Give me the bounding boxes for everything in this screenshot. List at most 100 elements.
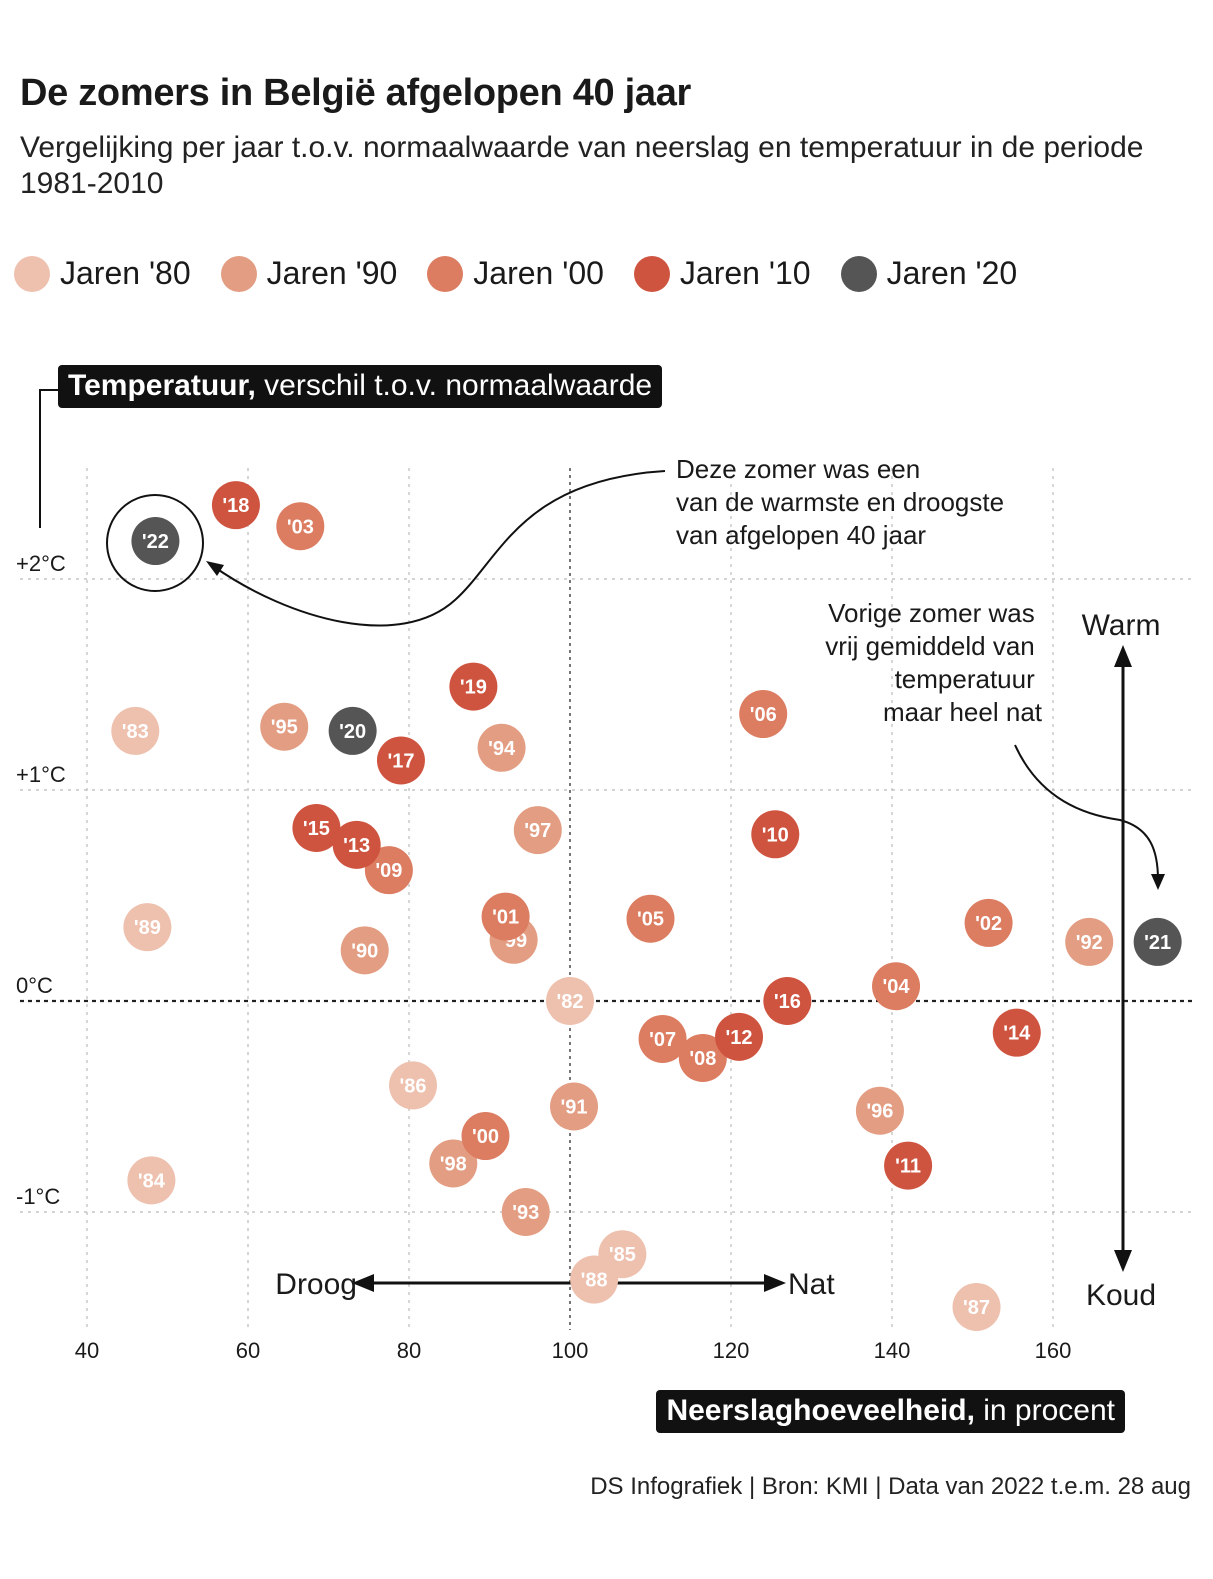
point-01: '01 bbox=[481, 892, 530, 941]
data-label: '87 bbox=[963, 1297, 990, 1319]
annotation-line: Vorige zomer was bbox=[828, 598, 1035, 628]
data-point bbox=[429, 1139, 478, 1188]
point-82: '82 bbox=[546, 977, 594, 1025]
warmest-annotation-arrow bbox=[212, 470, 666, 627]
data-point bbox=[763, 977, 812, 1025]
point-96: '96 bbox=[855, 1086, 904, 1135]
source-credit: DS Infografiek | Bron: KMI | Data van 20… bbox=[590, 1473, 1191, 1500]
point-17: '17 bbox=[376, 736, 425, 785]
point-83: '83 bbox=[111, 706, 160, 755]
point-12: '12 bbox=[715, 1012, 764, 1061]
legend-item-20s: Jaren '20 bbox=[840, 255, 1018, 292]
point-88: '88 bbox=[570, 1255, 619, 1304]
data-point bbox=[626, 894, 675, 943]
data-point bbox=[123, 903, 172, 952]
data-label: '89 bbox=[134, 917, 161, 939]
data-point bbox=[550, 1082, 599, 1131]
data-label: '01 bbox=[492, 907, 519, 929]
data-point bbox=[127, 1156, 176, 1205]
data-point bbox=[501, 1188, 550, 1236]
y-tick-label: +1°C bbox=[16, 762, 66, 787]
data-label: '88 bbox=[581, 1270, 608, 1292]
point-86: '86 bbox=[389, 1061, 438, 1110]
point-92: '92 bbox=[1065, 917, 1114, 966]
data-point bbox=[111, 706, 160, 755]
data-label: '98 bbox=[440, 1153, 467, 1175]
legend-item-00s: Jaren '00 bbox=[427, 255, 604, 292]
last-year-annotation-arrow bbox=[1014, 744, 1159, 881]
data-point bbox=[964, 898, 1013, 947]
legend-swatch bbox=[220, 255, 257, 292]
y-tick-label: -1°C bbox=[16, 1184, 60, 1209]
x-tick-label: 100 bbox=[552, 1338, 589, 1363]
arrowhead-up bbox=[1114, 645, 1132, 667]
point-84: '84 bbox=[127, 1156, 176, 1205]
data-label: '16 bbox=[774, 991, 801, 1013]
legend-label: Jaren '80 bbox=[60, 255, 191, 291]
point-15: '15 bbox=[292, 803, 341, 852]
legend-swatch bbox=[633, 255, 670, 292]
arrowhead-left bbox=[352, 1274, 374, 1292]
annotations: Deze zomer was een van de warmste en dro… bbox=[39, 389, 1165, 1312]
chart-title: De zomers in België afgelopen 40 jaar bbox=[20, 72, 692, 114]
data-points: '82 '83 '84 '85 '86 '87 '88 '89 '90 '91 '92 '93 '94 '… bbox=[111, 481, 1182, 1331]
arrowhead-right bbox=[764, 1274, 786, 1292]
y-axis-label-rest: verschil t.o.v. normaalwaarde bbox=[255, 369, 653, 402]
data-point bbox=[855, 1086, 904, 1135]
data-label: '21 bbox=[1144, 932, 1171, 954]
point-91: '91 bbox=[550, 1082, 599, 1131]
point-93: '93 bbox=[501, 1188, 550, 1236]
data-label: '15 bbox=[303, 818, 330, 840]
data-label: '11 bbox=[895, 1156, 921, 1178]
y-label-bracket bbox=[39, 389, 58, 528]
point-04: '04 bbox=[872, 962, 921, 1011]
data-label: '12 bbox=[726, 1027, 753, 1049]
data-label: '85 bbox=[609, 1244, 636, 1266]
direction-warm: Warm bbox=[1082, 609, 1161, 642]
point-09: '09 bbox=[364, 846, 413, 895]
legend-swatch bbox=[14, 255, 50, 292]
x-tick-label: 140 bbox=[874, 1338, 911, 1363]
grid: 40 60 80 100 120 140 160 -1°C 0°C +1°C +2°C bbox=[16, 468, 1192, 1363]
data-point bbox=[884, 1141, 933, 1190]
x-axis-label-rest: in procent bbox=[974, 1394, 1115, 1427]
legend-label: Jaren '00 bbox=[473, 255, 604, 291]
data-label: '18 bbox=[222, 495, 249, 517]
data-label: '95 bbox=[271, 717, 298, 739]
data-label: '17 bbox=[387, 750, 414, 772]
data-label: '93 bbox=[512, 1202, 539, 1224]
legend-label: Jaren '20 bbox=[886, 255, 1018, 291]
legend-label: Jaren '90 bbox=[266, 255, 398, 291]
point-20: '20 bbox=[328, 706, 377, 755]
x-tick-label: 120 bbox=[713, 1338, 750, 1363]
x-axis-label-strong: Neerslaghoeveelheid, bbox=[666, 1394, 975, 1427]
data-point bbox=[739, 690, 788, 739]
x-tick-label: 80 bbox=[397, 1338, 421, 1363]
data-label: '10 bbox=[762, 824, 789, 846]
arrowhead-down bbox=[1114, 1250, 1132, 1272]
x-tick-label: 160 bbox=[1035, 1338, 1072, 1363]
data-label: '03 bbox=[287, 516, 314, 538]
legend-item-90s: Jaren '90 bbox=[220, 255, 398, 292]
point-14: '14 bbox=[992, 1008, 1041, 1057]
data-point bbox=[131, 517, 180, 566]
x-axis-label: Neerslaghoeveelheid, in procent bbox=[656, 1390, 1125, 1433]
legend-item-80s: Jaren '80 bbox=[14, 255, 191, 292]
data-label: '82 bbox=[556, 991, 583, 1013]
data-label: '91 bbox=[561, 1097, 588, 1119]
direction-nat: Nat bbox=[788, 1268, 835, 1301]
data-label: '00 bbox=[472, 1126, 499, 1148]
point-13: '13 bbox=[332, 820, 381, 869]
data-point bbox=[715, 1012, 764, 1061]
arrowhead bbox=[1151, 874, 1165, 890]
data-point bbox=[340, 926, 389, 975]
highlight-circle-22 bbox=[106, 494, 204, 592]
data-point bbox=[389, 1061, 438, 1110]
point-19: '19 bbox=[449, 662, 498, 711]
y-tick-label: +2°C bbox=[16, 551, 66, 576]
data-point bbox=[513, 806, 562, 855]
point-94: '94 bbox=[477, 723, 526, 772]
point-97: '97 bbox=[513, 806, 562, 855]
data-point bbox=[449, 662, 498, 711]
